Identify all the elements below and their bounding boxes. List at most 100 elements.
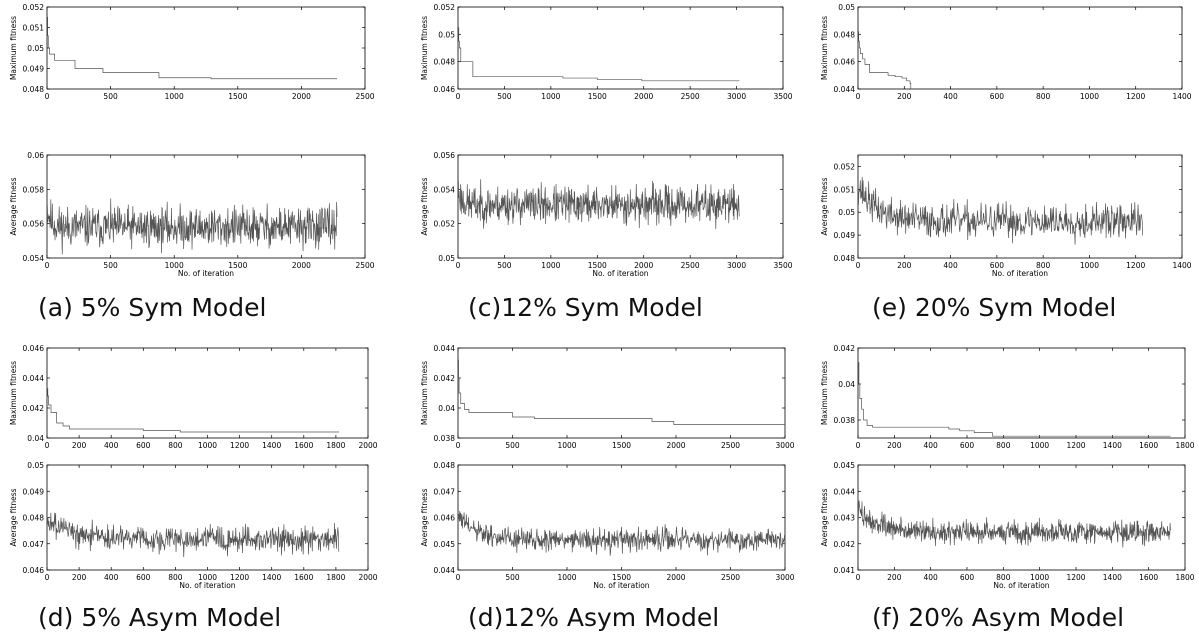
x-tick-label: 0 xyxy=(45,261,50,270)
x-tick-label: 800 xyxy=(996,573,1011,582)
x-tick-label: 200 xyxy=(887,441,902,450)
y-tick-label: 0.04 xyxy=(438,404,455,413)
y-tick-label: 0.054 xyxy=(434,185,456,194)
x-tick-label: 1500 xyxy=(588,92,607,101)
plot-area xyxy=(47,512,340,558)
x-tick-label: 0 xyxy=(456,441,461,450)
x-tick-label: 400 xyxy=(924,573,939,582)
caption-c: (c)12% Sym Model xyxy=(468,293,703,322)
axes-frame xyxy=(457,154,784,259)
x-tick-label: 600 xyxy=(960,441,975,450)
x-tick-label: 2500 xyxy=(721,573,740,582)
x-tick-label: 1800 xyxy=(326,441,345,450)
x-tick-label: 1200 xyxy=(1066,573,1085,582)
y-tick-label: 0.038 xyxy=(834,416,856,425)
y-tick-label: 0.04 xyxy=(27,434,44,443)
chart-panel-e-max: 0 200 400 600 800 1000 1200 1400 0.044 0.046 0.048… xyxy=(820,3,1192,101)
chart-panel-a-avg: 0 500 1000 1500 2000 2500 0.054 0.056 0.058 0.06 A… xyxy=(9,151,375,278)
plot-area xyxy=(858,176,1144,245)
chart-panel-d5-max: 0 200 400 600 800 1000 1200 1400 1600 1800 2000 0.0… xyxy=(9,344,378,450)
caption-d12: (d)12% Asym Model xyxy=(468,603,720,632)
x-tick-label: 400 xyxy=(924,441,939,450)
y-tick-label: 0.045 xyxy=(834,461,856,470)
y-tick-label: 0.051 xyxy=(23,24,45,33)
x-tick-label: 400 xyxy=(104,573,119,582)
axes-frame xyxy=(46,6,366,90)
x-tick-label: 1500 xyxy=(588,261,607,270)
y-tick-label: 0.052 xyxy=(834,162,856,171)
y-axis-label: Average fitness xyxy=(420,177,429,235)
x-tick-label: 1400 xyxy=(1172,261,1191,270)
series-line xyxy=(47,198,338,255)
x-tick-label: 1400 xyxy=(1172,92,1191,101)
y-tick-label: 0.048 xyxy=(434,58,456,67)
y-tick-label: 0.046 xyxy=(23,566,45,575)
y-axis-label: Maximum fitness xyxy=(820,361,829,425)
x-tick-label: 1600 xyxy=(1139,441,1158,450)
x-tick-label: 0 xyxy=(856,573,861,582)
x-tick-label: 0 xyxy=(856,261,861,270)
x-tick-label: 1000 xyxy=(1080,261,1099,270)
x-tick-label: 0 xyxy=(456,261,461,270)
y-tick-label: 0.05 xyxy=(838,208,855,217)
y-tick-label: 0.045 xyxy=(434,540,456,549)
x-tick-label: 0 xyxy=(856,92,861,101)
y-tick-label: 0.048 xyxy=(834,30,856,39)
chart-panel-e-avg: 0 200 400 600 800 1000 1200 1400 0.048 0.049 0.05 0… xyxy=(820,154,1192,278)
y-axis-label: Maximum fitness xyxy=(420,361,429,425)
x-tick-label: 0 xyxy=(45,92,50,101)
axes-frame xyxy=(457,6,784,90)
x-tick-label: 1200 xyxy=(230,441,249,450)
y-tick-label: 0.048 xyxy=(434,461,456,470)
x-tick-label: 800 xyxy=(996,441,1011,450)
x-tick-label: 1200 xyxy=(1126,92,1145,101)
y-tick-label: 0.06 xyxy=(27,151,44,160)
y-tick-label: 0.048 xyxy=(834,254,856,263)
x-tick-label: 500 xyxy=(505,441,520,450)
y-tick-label: 0.047 xyxy=(434,487,456,496)
y-tick-label: 0.042 xyxy=(23,404,45,413)
x-axis-label: No. of iteration xyxy=(592,269,648,278)
series-line xyxy=(47,388,340,433)
plot-area xyxy=(458,27,740,82)
x-tick-label: 0 xyxy=(45,573,50,582)
series-line xyxy=(458,510,785,556)
x-tick-label: 1000 xyxy=(541,92,560,101)
x-tick-label: 2000 xyxy=(634,261,653,270)
x-tick-label: 1500 xyxy=(228,261,247,270)
x-tick-label: 1600 xyxy=(294,573,313,582)
plot-area xyxy=(458,359,785,425)
y-tick-label: 0.058 xyxy=(23,185,45,194)
x-tick-label: 800 xyxy=(1036,261,1051,270)
y-axis-label: Maximum fitness xyxy=(820,16,829,80)
chart-panel-f-max: 0 200 400 600 800 1000 1200 1400 1600 1800 0.038 0.… xyxy=(820,344,1195,450)
x-tick-label: 1000 xyxy=(557,573,576,582)
y-tick-label: 0.049 xyxy=(23,487,45,496)
x-tick-label: 3000 xyxy=(775,441,794,450)
series-line xyxy=(458,27,740,82)
x-tick-label: 1200 xyxy=(230,573,249,582)
x-tick-label: 400 xyxy=(943,92,958,101)
plot-area xyxy=(458,510,785,556)
x-tick-label: 2500 xyxy=(355,261,374,270)
y-tick-label: 0.056 xyxy=(23,220,45,229)
y-tick-label: 0.042 xyxy=(434,374,456,383)
y-tick-label: 0.054 xyxy=(23,254,45,263)
series-line xyxy=(458,179,740,229)
x-tick-label: 0 xyxy=(456,573,461,582)
x-tick-label: 400 xyxy=(943,261,958,270)
chart-panel-d5-avg: 0 200 400 600 800 1000 1200 1400 1600 1800 2000 0.0… xyxy=(9,461,378,590)
x-tick-label: 1500 xyxy=(612,441,631,450)
x-axis-label: No. of iteration xyxy=(179,581,235,590)
y-axis-label: Average fitness xyxy=(820,177,829,235)
series-line xyxy=(858,362,1171,437)
plot-area xyxy=(47,16,338,80)
x-tick-label: 600 xyxy=(960,573,975,582)
series-line xyxy=(858,176,1144,245)
y-tick-label: 0.041 xyxy=(834,566,856,575)
y-tick-label: 0.046 xyxy=(834,58,856,67)
y-tick-label: 0.05 xyxy=(438,30,455,39)
x-tick-label: 1400 xyxy=(262,573,281,582)
y-tick-label: 0.049 xyxy=(834,231,856,240)
x-tick-label: 200 xyxy=(897,261,912,270)
